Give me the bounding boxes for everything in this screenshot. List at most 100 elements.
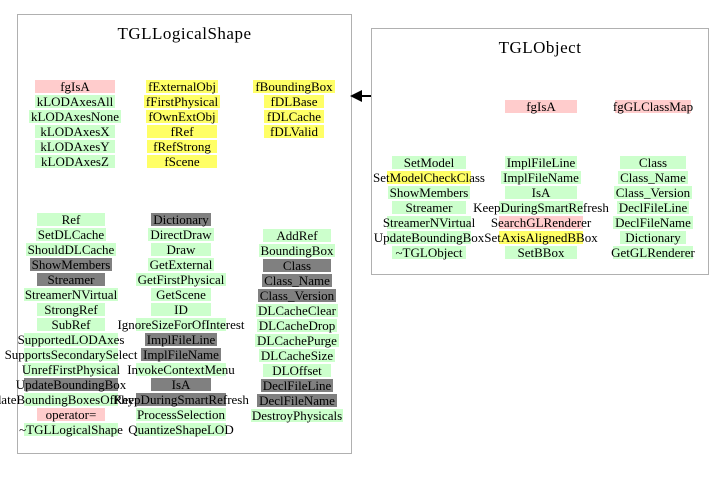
member-cell[interactable]: ~TGLObject: [349, 245, 509, 260]
member-cell[interactable]: UnrefFirstPhysical: [0, 362, 151, 377]
member-highlight: QuantizeShapeLOD: [128, 423, 234, 436]
member-cell[interactable]: Dictionary: [101, 212, 261, 227]
class-title-tgllogicalshape[interactable]: TGLLogicalShape: [117, 24, 252, 43]
member-highlight: fgIsA: [505, 100, 577, 113]
member-cell[interactable]: StreamerNVirtual: [0, 287, 151, 302]
member-cell[interactable]: UpdateBoundingBoxesOfPhysicals: [0, 392, 163, 407]
member-cell[interactable]: Class_Version: [573, 185, 723, 200]
member-cell[interactable]: SetAxisAlignedBBox: [461, 230, 621, 245]
member-cell[interactable]: UpdateBoundingBox: [0, 377, 151, 392]
member-cell[interactable]: IsA: [461, 185, 621, 200]
member-cell[interactable]: ImplFileLine: [101, 332, 261, 347]
member-cell[interactable]: ImplFileName: [101, 347, 261, 362]
member-cell[interactable]: Class: [217, 258, 377, 273]
member-cell[interactable]: fScene: [102, 154, 262, 169]
member-label: ShouldDLCache: [27, 242, 115, 257]
member-cell[interactable]: fDLBase: [214, 94, 374, 109]
member-cell[interactable]: fDLValid: [214, 124, 374, 139]
member-cell[interactable]: ID: [101, 302, 261, 317]
member-cell[interactable]: DeclFileName: [573, 215, 723, 230]
member-cell[interactable]: fOwnExtObj: [102, 109, 262, 124]
member-cell[interactable]: Streamer: [349, 200, 509, 215]
member-cell[interactable]: GetGLRenderer: [573, 245, 723, 260]
member-cell[interactable]: StrongRef: [0, 302, 151, 317]
member-cell[interactable]: QuantizeShapeLOD: [101, 422, 261, 437]
member-cell[interactable]: SetBBox: [461, 245, 621, 260]
member-cell[interactable]: Draw: [101, 242, 261, 257]
member-cell[interactable]: fDLCache: [214, 109, 374, 124]
member-cell[interactable]: KeepDuringSmartRefresh: [461, 200, 621, 215]
member-cell[interactable]: SupportsSecondarySelect: [0, 347, 151, 362]
member-cell[interactable]: UpdateBoundingBox: [349, 230, 509, 245]
member-cell[interactable]: Ref: [0, 212, 151, 227]
member-cell[interactable]: ProcessSelection: [101, 407, 261, 422]
member-cell[interactable]: kLODAxesY: [0, 139, 155, 154]
member-label: fDLValid: [270, 124, 318, 139]
member-cell[interactable]: Class_Name: [573, 170, 723, 185]
member-highlight: StreamerNVirtual: [383, 216, 475, 229]
member-cell[interactable]: DeclFileName: [217, 393, 377, 408]
member-label: DLOffset: [272, 363, 322, 378]
member-cell[interactable]: ShowMembers: [349, 185, 509, 200]
member-cell[interactable]: DestroyPhysicals: [217, 408, 377, 423]
member-cell[interactable]: ShowMembers: [0, 257, 151, 272]
member-highlight: StreamerNVirtual: [24, 288, 118, 301]
member-cell[interactable]: SupportedLODAxes: [0, 332, 151, 347]
member-cell[interactable]: kLODAxesAll: [0, 94, 155, 109]
member-label: DeclFileName: [259, 393, 335, 408]
member-cell[interactable]: SetModel: [349, 155, 509, 170]
member-cell[interactable]: Class_Name: [217, 273, 377, 288]
member-cell[interactable]: ShouldDLCache: [0, 242, 151, 257]
member-cell[interactable]: SubRef: [0, 317, 151, 332]
member-cell[interactable]: fFirstPhysical: [102, 94, 262, 109]
member-cell[interactable]: ImplFileLine: [461, 155, 621, 170]
member-cell[interactable]: fgIsA: [461, 99, 621, 114]
member-cell[interactable]: fgGLClassMap: [573, 99, 723, 114]
member-cell[interactable]: fExternalObj: [102, 79, 262, 94]
member-label: GetExternal: [149, 257, 213, 272]
member-cell[interactable]: fgIsA: [0, 79, 155, 94]
member-cell[interactable]: GetExternal: [101, 257, 261, 272]
member-label: Dictionary: [625, 230, 681, 245]
member-cell[interactable]: SearchGLRenderer: [461, 215, 621, 230]
member-cell[interactable]: IsA: [101, 377, 261, 392]
member-cell[interactable]: ImplFileName: [461, 170, 621, 185]
member-cell[interactable]: operator=: [0, 407, 151, 422]
member-cell[interactable]: AddRef: [217, 228, 377, 243]
member-cell[interactable]: Class_Version: [217, 288, 377, 303]
member-cell[interactable]: Class: [573, 155, 723, 170]
member-label: DeclFileLine: [262, 378, 332, 393]
member-cell[interactable]: DeclFileLine: [217, 378, 377, 393]
member-cell[interactable]: ~TGLLogicalShape: [0, 422, 151, 437]
member-label: SetModelCheckClass: [373, 170, 485, 185]
member-cell[interactable]: DLCacheDrop: [217, 318, 377, 333]
member-cell[interactable]: KeepDuringSmartRefresh: [101, 392, 261, 407]
member-highlight: kLODAxesZ: [35, 155, 115, 168]
member-label: KeepDuringSmartRefresh: [113, 392, 249, 407]
member-cell[interactable]: DLCacheSize: [217, 348, 377, 363]
methods-column-2: Dictionary DirectDraw Draw GetExternal GetFi…: [101, 212, 261, 437]
member-cell[interactable]: InvokeContextMenu: [101, 362, 261, 377]
member-cell[interactable]: Dictionary: [573, 230, 723, 245]
member-cell[interactable]: Streamer: [0, 272, 151, 287]
member-cell[interactable]: BoundingBox: [217, 243, 377, 258]
member-cell[interactable]: GetScene: [101, 287, 261, 302]
member-cell[interactable]: SetModelCheckClass: [349, 170, 509, 185]
member-cell[interactable]: SetDLCache: [0, 227, 151, 242]
member-cell[interactable]: fRefStrong: [102, 139, 262, 154]
member-highlight: ProcessSelection: [136, 408, 226, 421]
member-cell[interactable]: DirectDraw: [101, 227, 261, 242]
member-cell[interactable]: kLODAxesZ: [0, 154, 155, 169]
member-cell[interactable]: DLCacheClear: [217, 303, 377, 318]
member-cell[interactable]: DLOffset: [217, 363, 377, 378]
member-cell[interactable]: fBoundingBox: [214, 79, 374, 94]
member-cell[interactable]: DLCachePurge: [217, 333, 377, 348]
member-cell[interactable]: DeclFileLine: [573, 200, 723, 215]
member-cell[interactable]: kLODAxesX: [0, 124, 155, 139]
member-cell[interactable]: StreamerNVirtual: [349, 215, 509, 230]
member-cell[interactable]: GetFirstPhysical: [101, 272, 261, 287]
member-cell[interactable]: fRef: [102, 124, 262, 139]
member-cell[interactable]: kLODAxesNone: [0, 109, 155, 124]
class-title-tglobject[interactable]: TGLObject: [498, 38, 582, 57]
member-cell[interactable]: IgnoreSizeForOfInterest: [101, 317, 261, 332]
